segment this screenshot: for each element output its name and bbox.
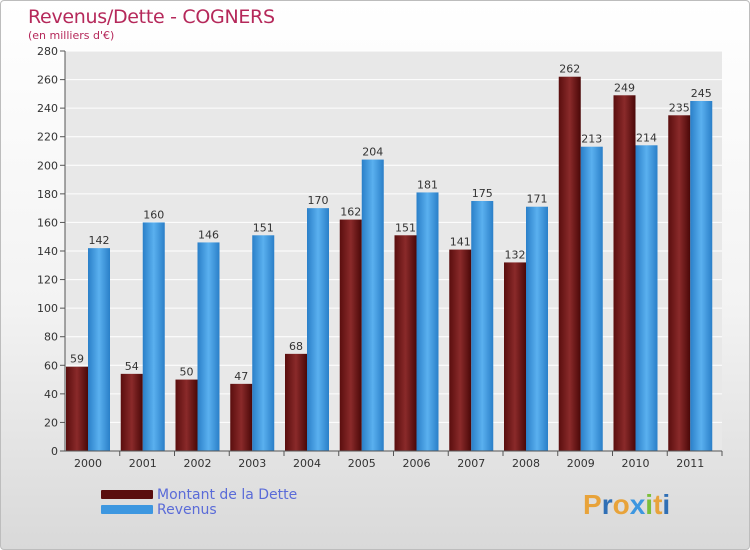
dette-bar — [175, 379, 198, 451]
logo-letter: x — [629, 489, 646, 520]
x-tick-label: 2008 — [512, 457, 540, 470]
y-tick-label: 40 — [44, 388, 58, 401]
legend-item-revenus: Revenus — [101, 501, 297, 518]
revenus-bar — [197, 242, 220, 451]
dette-bar — [120, 373, 143, 451]
x-tick-label: 2006 — [403, 457, 431, 470]
y-tick-label: 240 — [37, 102, 58, 115]
y-tick-label: 20 — [44, 416, 58, 429]
legend-label-dette: Montant de la Dette — [157, 486, 298, 503]
x-tick-label: 2010 — [622, 457, 650, 470]
y-tick-label: 120 — [37, 274, 58, 287]
dette-bar — [668, 115, 691, 452]
data-label: 141 — [450, 236, 471, 249]
dette-bar — [449, 249, 472, 451]
x-tick-label: 2000 — [74, 457, 102, 470]
data-label: 59 — [70, 353, 84, 366]
y-tick-label: 80 — [44, 331, 58, 344]
y-tick-label: 160 — [37, 216, 58, 229]
data-label: 47 — [234, 370, 248, 383]
legend-label-revenus: Revenus — [157, 501, 217, 518]
data-label: 170 — [308, 194, 329, 207]
legend-swatch-dette — [101, 490, 153, 499]
legend-swatch-revenus — [101, 505, 153, 514]
data-label: 204 — [362, 146, 383, 159]
data-label: 249 — [614, 81, 635, 94]
data-label: 245 — [691, 87, 712, 100]
data-label: 262 — [559, 63, 580, 76]
dette-bar — [230, 383, 253, 451]
dette-bar — [394, 235, 417, 451]
data-label: 146 — [198, 228, 219, 241]
dette-bar — [339, 219, 362, 451]
revenus-bar — [526, 206, 548, 451]
proxiti-logo: Proxiti — [583, 489, 670, 521]
x-tick-label: 2003 — [238, 457, 266, 470]
revenus-bar — [635, 145, 658, 452]
logo-letter: i — [662, 489, 671, 520]
logo-letter: r — [601, 489, 613, 520]
dette-bar — [613, 95, 636, 452]
revenus-bar — [471, 201, 494, 451]
data-label: 175 — [472, 187, 493, 200]
revenus-bar — [307, 208, 329, 451]
data-label: 142 — [89, 234, 110, 247]
revenus-bar — [580, 146, 603, 451]
data-label: 214 — [636, 131, 657, 144]
legend-item-dette: Montant de la Dette — [101, 486, 298, 503]
data-label: 151 — [395, 221, 416, 234]
dette-bar — [558, 76, 581, 451]
y-tick-label: 200 — [37, 159, 58, 172]
logo-letter: t — [653, 489, 663, 520]
x-tick-label: 2002 — [184, 457, 212, 470]
data-label: 213 — [581, 133, 602, 146]
data-label: 132 — [505, 248, 526, 261]
logo-letter: o — [612, 489, 630, 520]
data-label: 54 — [125, 360, 139, 373]
y-tick-label: 260 — [37, 74, 58, 87]
y-tick-label: 0 — [51, 445, 58, 458]
x-tick-label: 2011 — [676, 457, 704, 470]
data-label: 50 — [180, 366, 194, 379]
y-tick-label: 280 — [37, 45, 58, 58]
x-tick-label: 2007 — [457, 457, 485, 470]
data-label: 181 — [417, 178, 438, 191]
legend: Montant de la Dette Revenus — [101, 486, 298, 518]
revenus-bar — [690, 101, 713, 451]
data-label: 162 — [340, 206, 361, 219]
dette-bar — [285, 353, 307, 451]
revenus-bar — [252, 235, 275, 451]
data-label: 235 — [669, 101, 690, 114]
y-tick-label: 140 — [37, 245, 58, 258]
chart-subtitle: (en milliers d'€) — [28, 29, 115, 42]
y-tick-label: 100 — [37, 302, 58, 315]
revenus-bar — [416, 192, 439, 451]
chart-title: Revenus/Dette - COGNERS — [28, 6, 275, 28]
x-tick-label: 2001 — [129, 457, 157, 470]
revenus-bar — [88, 248, 110, 451]
x-tick-label: 2004 — [293, 457, 321, 470]
revenus-bar — [361, 159, 384, 452]
data-label: 151 — [253, 221, 274, 234]
y-tick-label: 60 — [44, 359, 58, 372]
revenus-bar — [142, 222, 165, 451]
logo-letter: P — [583, 489, 602, 520]
x-tick-label: 2009 — [567, 457, 595, 470]
y-tick-label: 180 — [37, 188, 58, 201]
dette-bar — [66, 366, 88, 451]
dette-bar — [504, 262, 526, 451]
data-label: 68 — [289, 340, 303, 353]
logo-letter: i — [645, 489, 654, 520]
data-label: 160 — [143, 208, 164, 221]
x-tick-label: 2005 — [348, 457, 376, 470]
y-tick-label: 220 — [37, 131, 58, 144]
data-label: 171 — [527, 193, 548, 206]
